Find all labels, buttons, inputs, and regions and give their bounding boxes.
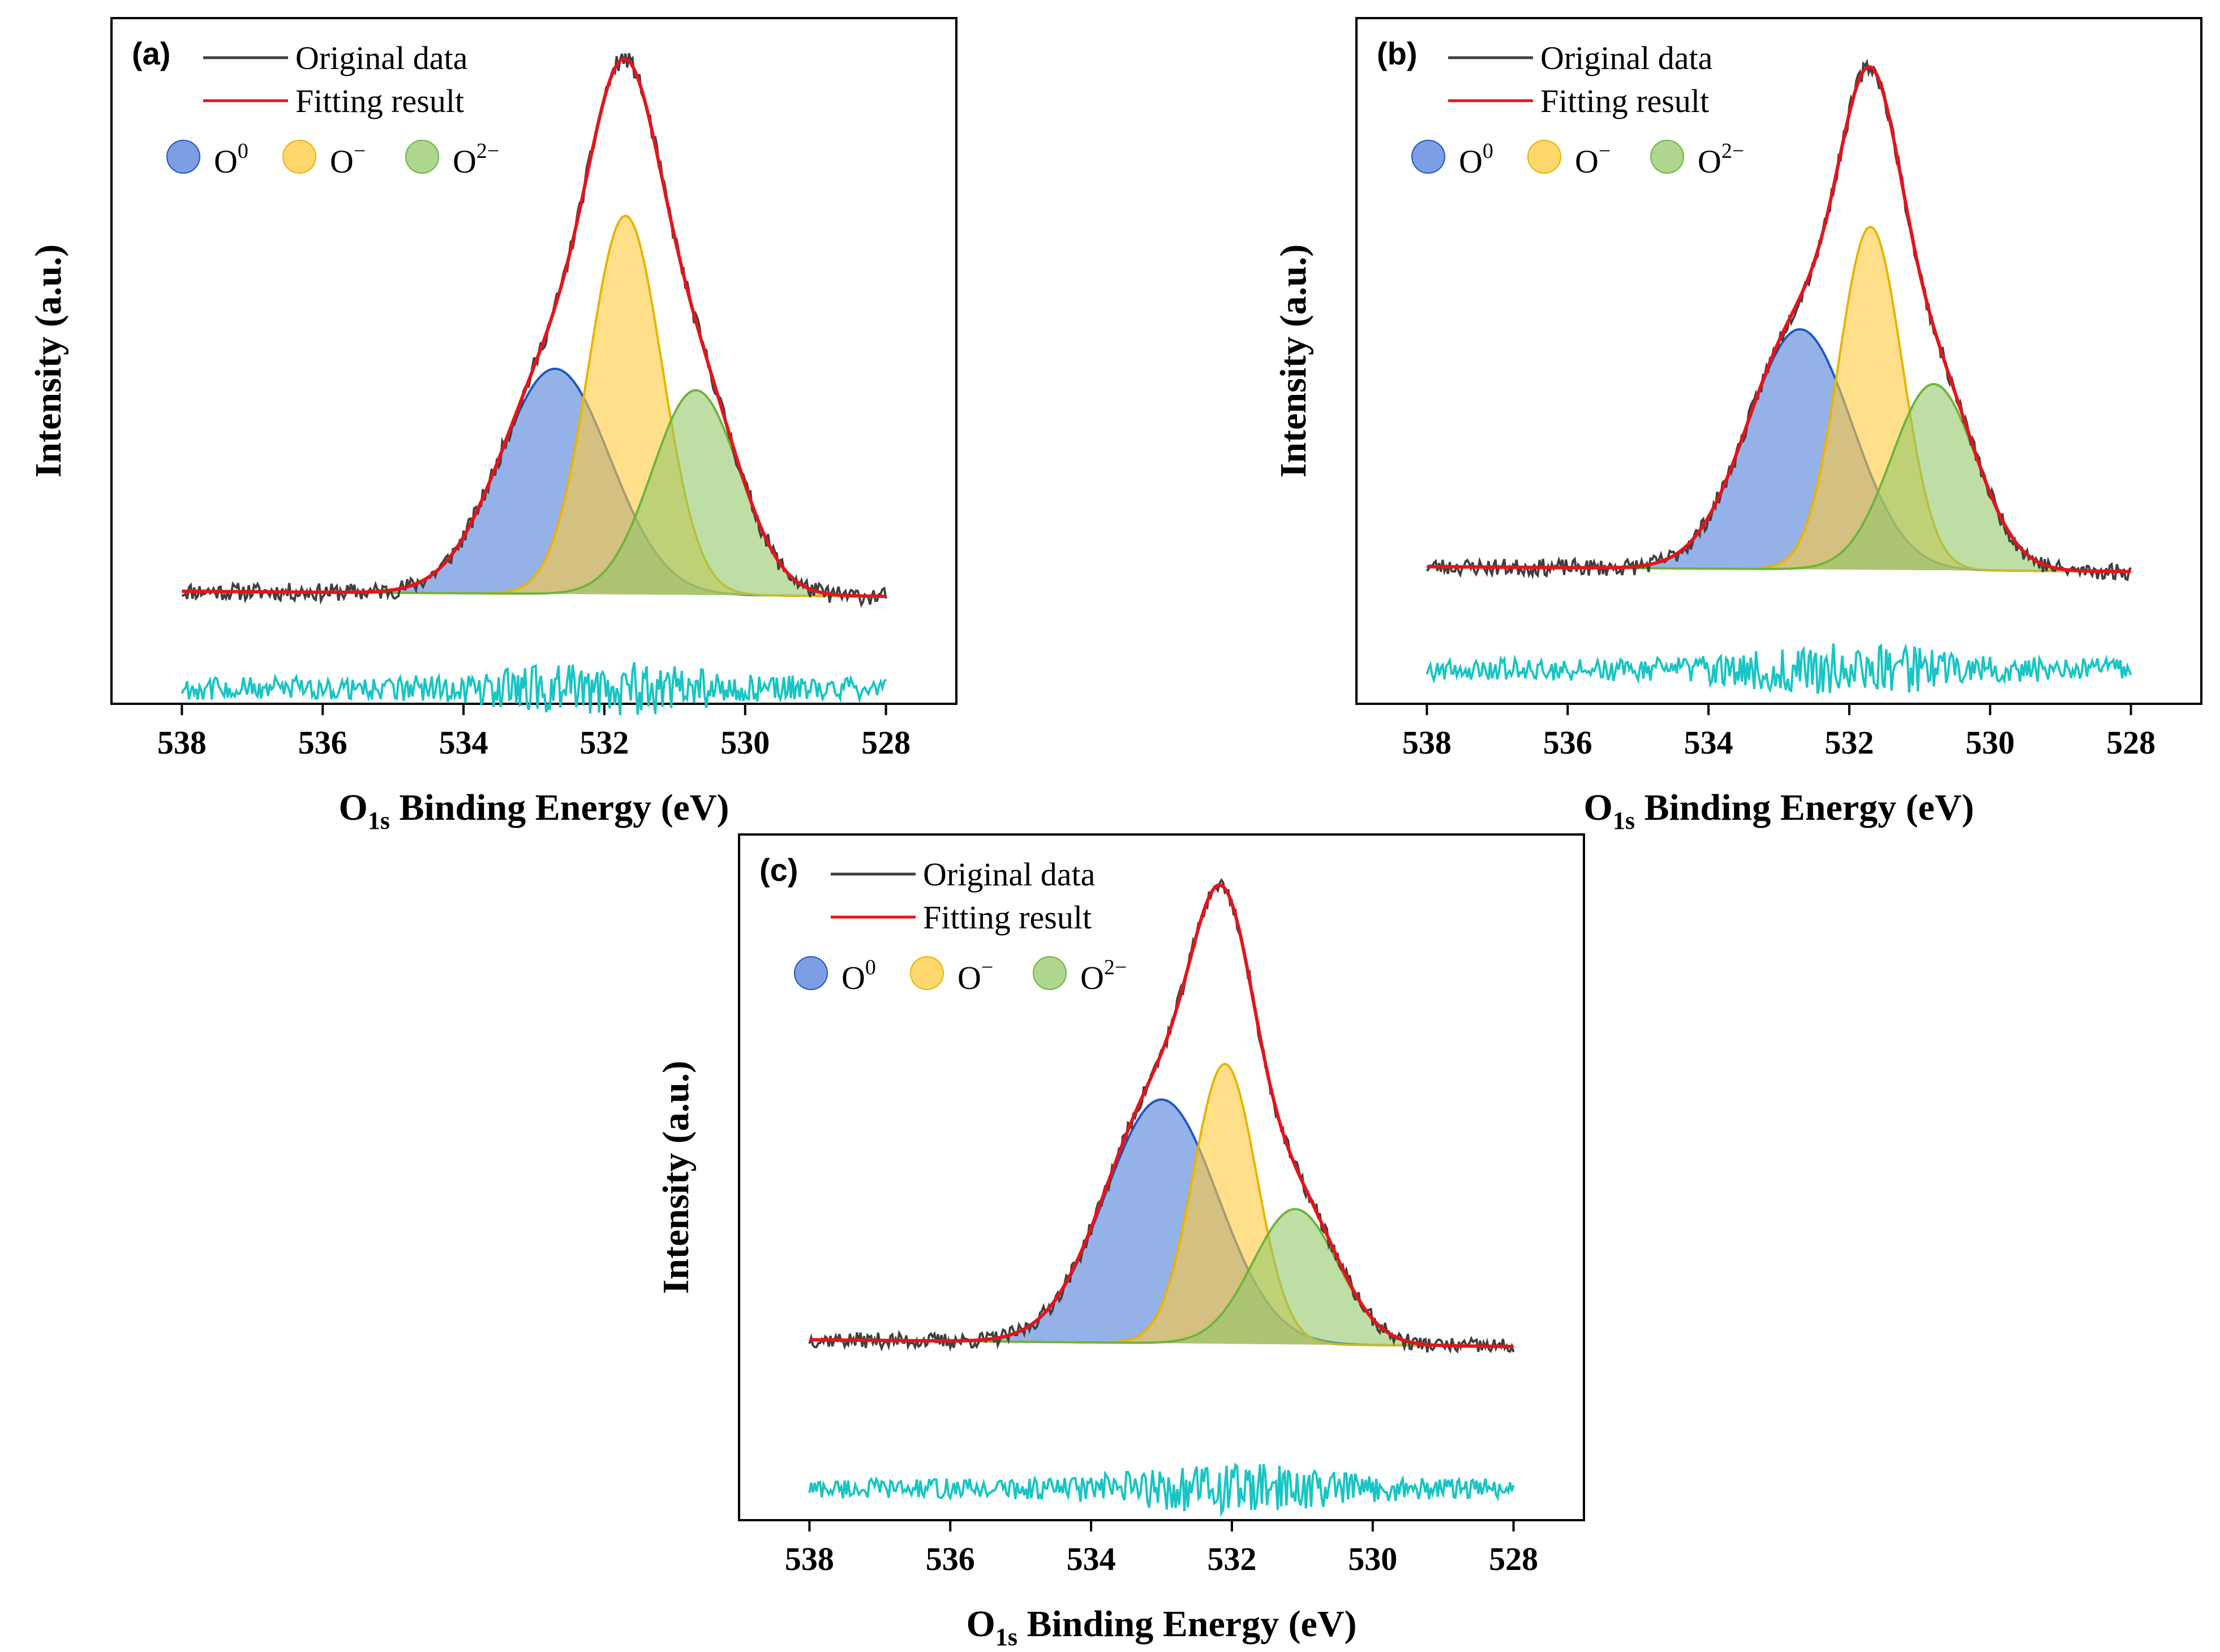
x-axis-title-main: O [1583, 787, 1612, 828]
legend-component-base: O [330, 143, 354, 180]
x-axis-title-main: O [966, 1603, 995, 1645]
x-axis-title-rest: Binding Energy (eV) [390, 787, 729, 828]
x-tick-label: 536 [926, 1541, 975, 1577]
legend-component-base: O [1575, 143, 1599, 180]
y-axis-title: Intensity (a.u.) [1273, 244, 1314, 478]
legend-component-swatch [1527, 140, 1561, 174]
panel-label: (a) [132, 36, 170, 71]
legend-component-sup: − [1599, 139, 1611, 163]
legend-component-label: O0 [1459, 139, 1493, 180]
legend-component-swatch [910, 956, 944, 990]
x-tick-label: 536 [1543, 724, 1592, 761]
panel-label: (b) [1377, 36, 1418, 71]
x-axis-title-main: O [338, 787, 367, 828]
x-tick-label: 528 [1489, 1541, 1538, 1577]
original-data-line [181, 53, 887, 608]
fitting-result-line [809, 883, 1514, 1348]
y-axis-title: Intensity (a.u.) [28, 244, 69, 478]
residual-line [1425, 643, 2132, 694]
x-tick-label: 534 [1067, 1541, 1116, 1577]
x-axis-title: O1s Binding Energy (eV) [338, 787, 729, 834]
panel-label: (c) [759, 852, 798, 888]
legend-component-label: O2− [1698, 139, 1744, 180]
y-axis-title: Intensity (a.u.) [655, 1061, 697, 1294]
legend-component-swatch [1650, 140, 1684, 174]
legend-component-sup: − [354, 139, 366, 163]
legend-component-sup: 0 [865, 956, 876, 979]
legend-component-sup: 2− [1104, 956, 1127, 979]
residual-line [181, 662, 887, 716]
legend-component-label: O− [957, 956, 993, 996]
legend-component-label: O2− [453, 139, 499, 180]
legend-component-base: O [841, 960, 865, 996]
x-axis-title-sub: 1s [995, 1623, 1017, 1651]
x-axis-title-sub: 1s [1613, 807, 1635, 834]
legend-fitting-label: Fitting result [295, 83, 464, 119]
component-area-O2- [1427, 384, 2131, 572]
x-tick-label: 538 [1402, 724, 1452, 761]
component-area-O0 [809, 1099, 1514, 1346]
x-tick-label: 532 [1824, 724, 1874, 761]
x-tick-label: 528 [2106, 724, 2155, 761]
x-axis-title-sub: 1s [368, 807, 390, 834]
legend-fitting-label: Fitting result [923, 899, 1092, 936]
legend-fitting-label: Fitting result [1540, 83, 1709, 119]
x-tick-label: 530 [720, 724, 770, 761]
x-axis-title-rest: Binding Energy (eV) [1635, 787, 1974, 828]
x-tick-label: 534 [439, 724, 488, 761]
legend-component-label: O− [1575, 139, 1611, 180]
legend-component-base: O [1459, 143, 1483, 180]
x-axis-title-rest: Binding Energy (eV) [1017, 1603, 1357, 1645]
legend-component-label: O0 [841, 956, 876, 996]
x-axis-title: O1s Binding Energy (eV) [966, 1603, 1356, 1651]
legend-component-base: O [957, 960, 981, 996]
x-tick-label: 532 [579, 724, 629, 761]
legend-component-base: O [1698, 143, 1721, 180]
legend-component-base: O [1080, 960, 1104, 996]
legend-component-swatch [405, 140, 439, 174]
legend-original-label: Original data [923, 856, 1095, 893]
legend-component-sup: − [981, 956, 993, 979]
legend-component-sup: 2− [476, 139, 499, 163]
component-area-O0 [1427, 329, 2131, 572]
x-tick-label: 532 [1207, 1541, 1256, 1577]
legend-component-swatch [1033, 956, 1067, 990]
x-tick-label: 528 [861, 724, 911, 761]
legend-component-label: O− [330, 139, 366, 180]
x-tick-label: 536 [298, 724, 347, 761]
legend-component-sup: 0 [1483, 139, 1493, 163]
legend-component-label: O2− [1080, 956, 1127, 996]
x-axis-title: O1s Binding Energy (eV) [1583, 787, 1974, 834]
legend-component-sup: 2− [1721, 139, 1744, 163]
legend-component-sup: 0 [238, 139, 248, 163]
component-area-O2- [809, 1209, 1514, 1346]
legend-component-swatch [282, 140, 316, 174]
fitting-result-line [1427, 65, 2131, 574]
legend-original-label: Original data [1540, 40, 1712, 76]
fitting-result-line [182, 57, 886, 598]
x-tick-label: 538 [157, 724, 207, 761]
component-area-O0 [182, 368, 886, 597]
legend-component-label: O0 [214, 139, 248, 180]
residual-line [808, 1462, 1515, 1517]
legend-component-swatch [166, 140, 200, 174]
legend-component-swatch [794, 956, 828, 990]
component-area-O2- [182, 390, 886, 597]
x-tick-label: 538 [785, 1541, 834, 1577]
x-tick-label: 530 [1348, 1541, 1397, 1577]
x-tick-label: 534 [1684, 724, 1733, 761]
legend-component-base: O [214, 143, 238, 180]
legend-component-base: O [453, 143, 476, 180]
legend-component-swatch [1411, 140, 1445, 174]
x-tick-label: 530 [1965, 724, 2015, 761]
legend-original-label: Original data [295, 40, 467, 76]
